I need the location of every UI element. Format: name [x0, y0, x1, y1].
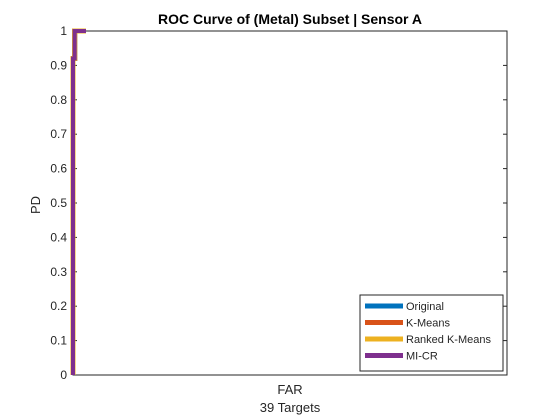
legend: Original K-Means Ranked K-Means MI-CR	[359, 294, 504, 372]
y-tick-label: 0.5	[50, 196, 67, 210]
legend-label: MI-CR	[406, 351, 438, 363]
y-tick-label: 0.7	[50, 127, 67, 141]
y-tick-label: 0.1	[50, 334, 67, 348]
y-axis-label: PD	[28, 196, 43, 214]
y-tick-label: 0.2	[50, 299, 67, 313]
chart-title: ROC Curve of (Metal) Subset | Sensor A	[158, 11, 422, 27]
y-tick-label: 0.3	[50, 265, 67, 279]
plot-area: 0 0.1 0.2 0.3 0.4 0.5 0.6 0.7 0.8 0.9 1 Original K-M…	[50, 24, 508, 382]
legend-label: K-Means	[406, 318, 451, 330]
legend-label: Original	[406, 301, 444, 313]
x-axis-sublabel: 39 Targets	[260, 400, 321, 415]
y-tick-label: 0.4	[50, 230, 67, 244]
y-tick-label: 1	[60, 24, 67, 38]
series-line-mi-cr	[71, 29, 86, 375]
y-tick-label: 0.8	[50, 93, 67, 107]
y-tick-label: 0.6	[50, 162, 67, 176]
y-tick-label: 0.9	[50, 58, 67, 72]
x-axis-label: FAR	[277, 382, 302, 397]
legend-label: Ranked K-Means	[406, 334, 491, 346]
y-tick-label: 0	[60, 368, 67, 382]
